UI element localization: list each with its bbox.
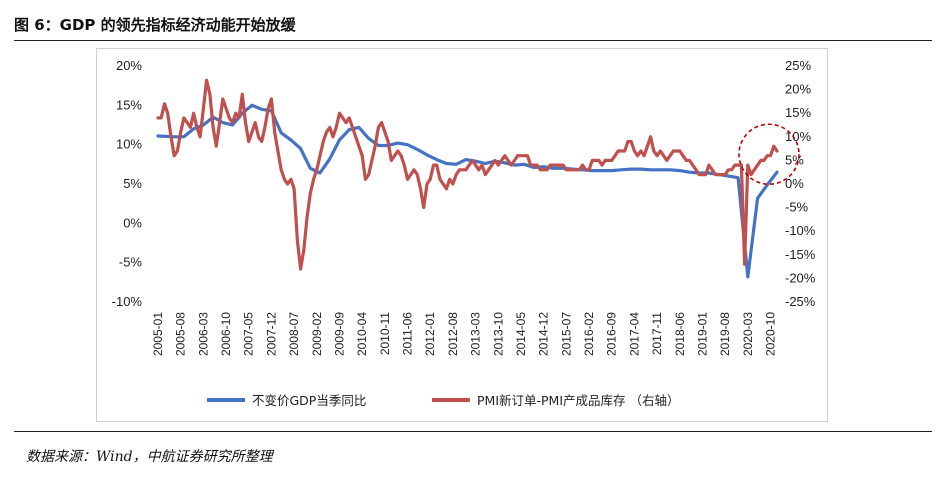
x-tick-label: 2020-03: [741, 312, 755, 356]
x-tick-label: 2012-08: [446, 312, 460, 356]
legend-item-gdp-label: 不变价GDP当季同比: [252, 393, 366, 408]
chart-frame: [96, 48, 828, 422]
x-tick-label: 2018-06: [673, 312, 687, 356]
y-right-tick-label: 25%: [785, 58, 811, 73]
y-left-tick-label: -10%: [112, 294, 143, 309]
x-tick-label: 2020-10: [764, 312, 778, 356]
figure-title: 图 6：GDP 的领先指标经济动能开始放缓: [14, 16, 296, 34]
y-left-tick-label: 0%: [123, 215, 142, 230]
x-tick-label: 2013-10: [491, 312, 505, 356]
x-tick-label: 2016-02: [582, 312, 596, 356]
x-tick-label: 2006-10: [219, 312, 233, 356]
x-tick-label: 2009-09: [332, 312, 346, 356]
y-right-tick-label: 0%: [785, 176, 804, 191]
x-tick-label: 2008-07: [287, 312, 301, 356]
y-right-tick-label: 20%: [785, 82, 811, 97]
x-tick-label: 2010-04: [355, 312, 369, 356]
x-tick-label: 2015-07: [559, 312, 573, 356]
x-tick-label: 2019-01: [695, 312, 709, 356]
x-tick-label: 2014-05: [514, 312, 528, 356]
x-tick-label: 2011-06: [401, 312, 415, 355]
y-right-tick-label: 5%: [785, 152, 804, 167]
x-tick-label: 2010-11: [378, 312, 392, 355]
y-right-tick-label: -15%: [785, 247, 816, 262]
y-right-tick-label: -5%: [785, 200, 809, 215]
x-tick-label: 2014-12: [537, 312, 551, 356]
x-tick-label: 2012-01: [423, 312, 437, 356]
source-rule: [14, 431, 932, 432]
y-left-tick-label: -5%: [119, 255, 143, 270]
x-tick-label: 2005-01: [151, 312, 165, 356]
x-tick-label: 2016-09: [605, 312, 619, 356]
x-tick-label: 2013-03: [469, 312, 483, 356]
legend-item-pmi-label: PMI新订单-PMI产成品库存 （右轴）: [477, 393, 680, 408]
y-left-tick-label: 5%: [123, 176, 142, 191]
y-right-tick-label: -25%: [785, 294, 816, 309]
title-rule: [14, 40, 932, 41]
x-tick-label: 2007-12: [264, 312, 278, 356]
source-note: 数据来源：Wind，中航证券研究所整理: [26, 449, 273, 465]
y-right-tick-label: 10%: [785, 129, 811, 144]
x-tick-label: 2019-08: [718, 312, 732, 356]
y-left-tick-label: 20%: [116, 58, 142, 73]
y-right-tick-label: -10%: [785, 223, 816, 238]
highlight-circle: [738, 123, 800, 186]
y-left-tick-label: 10%: [116, 137, 142, 152]
y-left-tick-label: 15%: [116, 97, 142, 112]
x-tick-label: 2017-11: [650, 312, 664, 355]
x-tick-label: 2007-05: [242, 312, 256, 356]
x-tick-label: 2017-04: [627, 312, 641, 356]
x-tick-label: 2009-02: [310, 312, 324, 356]
series-line-pmi: [156, 78, 779, 271]
y-right-tick-label: -20%: [785, 270, 816, 285]
x-tick-label: 2006-03: [196, 312, 210, 356]
x-tick-label: 2005-08: [174, 312, 188, 356]
y-right-tick-label: 15%: [785, 105, 811, 120]
